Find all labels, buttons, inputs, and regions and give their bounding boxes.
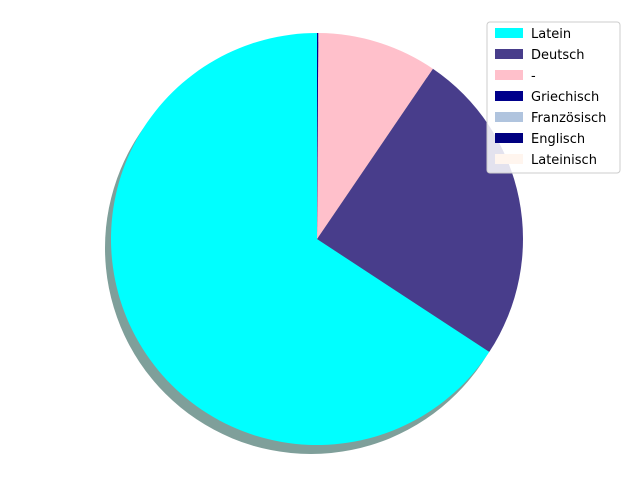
legend-label-2: - <box>531 69 536 84</box>
pie-slices <box>110 33 524 445</box>
legend-swatch-3 <box>495 91 523 101</box>
legend-label-5: Englisch <box>531 132 585 147</box>
pie-slice-0 <box>110 33 490 445</box>
pie-slice-1 <box>317 68 524 352</box>
legend-label-4: Französisch <box>531 111 606 126</box>
pie-slice-2 <box>317 33 433 239</box>
pie-slice-3 <box>317 33 319 239</box>
legend-label-0: Latein <box>531 27 571 42</box>
legend-swatch-2 <box>495 70 523 80</box>
legend-swatch-5 <box>495 133 523 143</box>
legend-swatch-6 <box>495 154 523 164</box>
legend-label-3: Griechisch <box>531 90 599 105</box>
legend-swatch-4 <box>495 112 523 122</box>
legend-swatch-1 <box>495 49 523 59</box>
legend-label-1: Deutsch <box>531 48 585 63</box>
legend: Latein Deutsch - Griechisch Französisch Engli… <box>486 21 621 174</box>
legend-label-6: Lateinisch <box>531 153 597 168</box>
legend-swatch-0 <box>495 28 523 38</box>
